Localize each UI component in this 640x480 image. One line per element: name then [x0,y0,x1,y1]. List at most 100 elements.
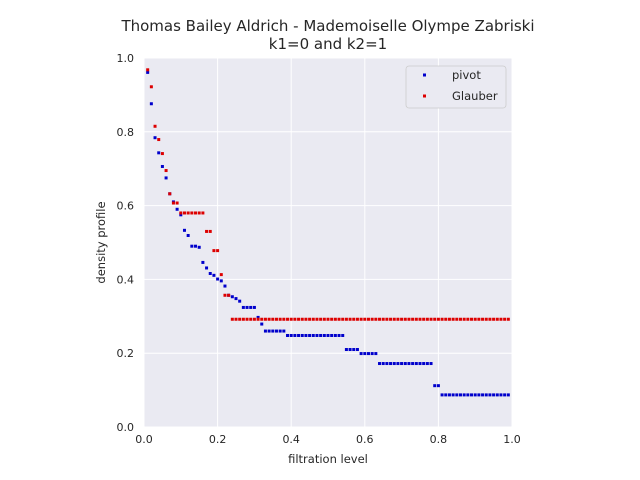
data-point-pivot [212,273,216,277]
data-point-glauber [403,317,407,321]
data-point-glauber [252,317,256,321]
data-point-glauber [355,317,359,321]
data-point-glauber [149,85,153,89]
data-point-glauber [458,317,462,321]
data-point-glauber [359,317,363,321]
x-tick-label: 0.2 [209,433,227,446]
data-point-glauber [168,192,172,196]
data-point-glauber [392,317,396,321]
data-point-glauber [481,317,485,321]
data-point-pivot [197,245,201,249]
data-point-pivot [326,333,330,337]
x-axis-label: filtration level [288,452,368,466]
data-point-pivot [348,348,352,352]
data-point-pivot [344,348,348,352]
data-point-pivot [330,333,334,337]
data-point-glauber [385,317,389,321]
data-point-glauber [234,317,238,321]
data-point-pivot [400,362,404,366]
data-point-pivot [466,393,470,397]
data-point-pivot [473,393,477,397]
data-point-pivot [160,164,164,168]
data-point-glauber [212,249,216,253]
data-point-glauber [488,317,492,321]
data-point-pivot [286,333,290,337]
data-point-glauber [175,201,179,205]
data-point-glauber [499,317,503,321]
data-point-pivot [407,362,411,366]
data-point-pivot [363,352,367,356]
data-point-pivot [337,333,341,337]
data-point-pivot [396,362,400,366]
data-point-pivot [418,362,422,366]
data-point-pivot [359,352,363,356]
data-point-glauber [326,317,330,321]
data-point-pivot [341,333,345,337]
data-point-glauber [164,169,168,173]
data-point-glauber [230,317,234,321]
data-point-pivot [403,362,407,366]
data-point-glauber [256,317,260,321]
data-point-glauber [278,317,282,321]
x-tick-labels: 0.0 0.2 0.4 0.6 0.8 1.0 [135,433,521,446]
data-point-pivot [308,333,312,337]
series-pivot [146,70,510,397]
data-point-pivot [153,136,157,140]
legend-label-pivot: pivot [452,68,481,82]
data-point-pivot [182,228,186,232]
legend: pivot Glauber [405,65,507,109]
y-tick-label: 0.6 [117,200,135,213]
data-point-pivot [414,362,418,366]
data-point-pivot [366,352,370,356]
data-point-glauber [223,293,227,297]
data-point-glauber [282,317,286,321]
data-point-glauber [293,317,297,321]
data-point-glauber [274,317,278,321]
data-point-glauber [470,317,474,321]
data-point-glauber [190,211,194,215]
data-point-glauber [179,211,183,215]
data-point-pivot [411,362,415,366]
data-point-pivot [252,305,256,309]
data-point-pivot [378,362,382,366]
data-point-pivot [278,329,282,333]
data-point-glauber [186,211,190,215]
data-point-glauber [146,68,150,72]
data-point-glauber [414,317,418,321]
data-point-pivot [470,393,474,397]
data-point-pivot [462,393,466,397]
data-point-pivot [370,352,374,356]
data-point-glauber [341,317,345,321]
data-point-glauber [389,317,393,321]
data-point-pivot [267,329,271,333]
data-point-pivot [506,393,510,397]
data-point-glauber [330,317,334,321]
data-point-glauber [271,317,275,321]
data-point-pivot [219,279,223,283]
data-point-glauber [495,317,499,321]
data-point-pivot [425,362,429,366]
data-point-glauber [462,317,466,321]
data-point-glauber [447,317,451,321]
data-point-pivot [451,393,455,397]
x-tick-label: 1.0 [503,433,521,446]
data-point-pivot [300,333,304,337]
data-point-pivot [149,102,153,106]
data-point-glauber [503,317,507,321]
y-tick-label: 0.0 [117,421,135,434]
data-point-glauber [219,273,223,277]
data-point-glauber [381,317,385,321]
data-point-glauber [506,317,510,321]
data-point-glauber [249,317,253,321]
data-point-glauber [418,317,422,321]
data-point-pivot [374,352,378,356]
data-point-glauber [311,317,315,321]
data-point-pivot [289,333,293,337]
data-point-glauber [157,138,161,142]
data-point-pivot [238,299,242,303]
data-point-pivot [190,244,194,248]
data-point-pivot [274,329,278,333]
data-point-pivot [389,362,393,366]
data-point-glauber [297,317,301,321]
data-point-glauber [322,317,326,321]
